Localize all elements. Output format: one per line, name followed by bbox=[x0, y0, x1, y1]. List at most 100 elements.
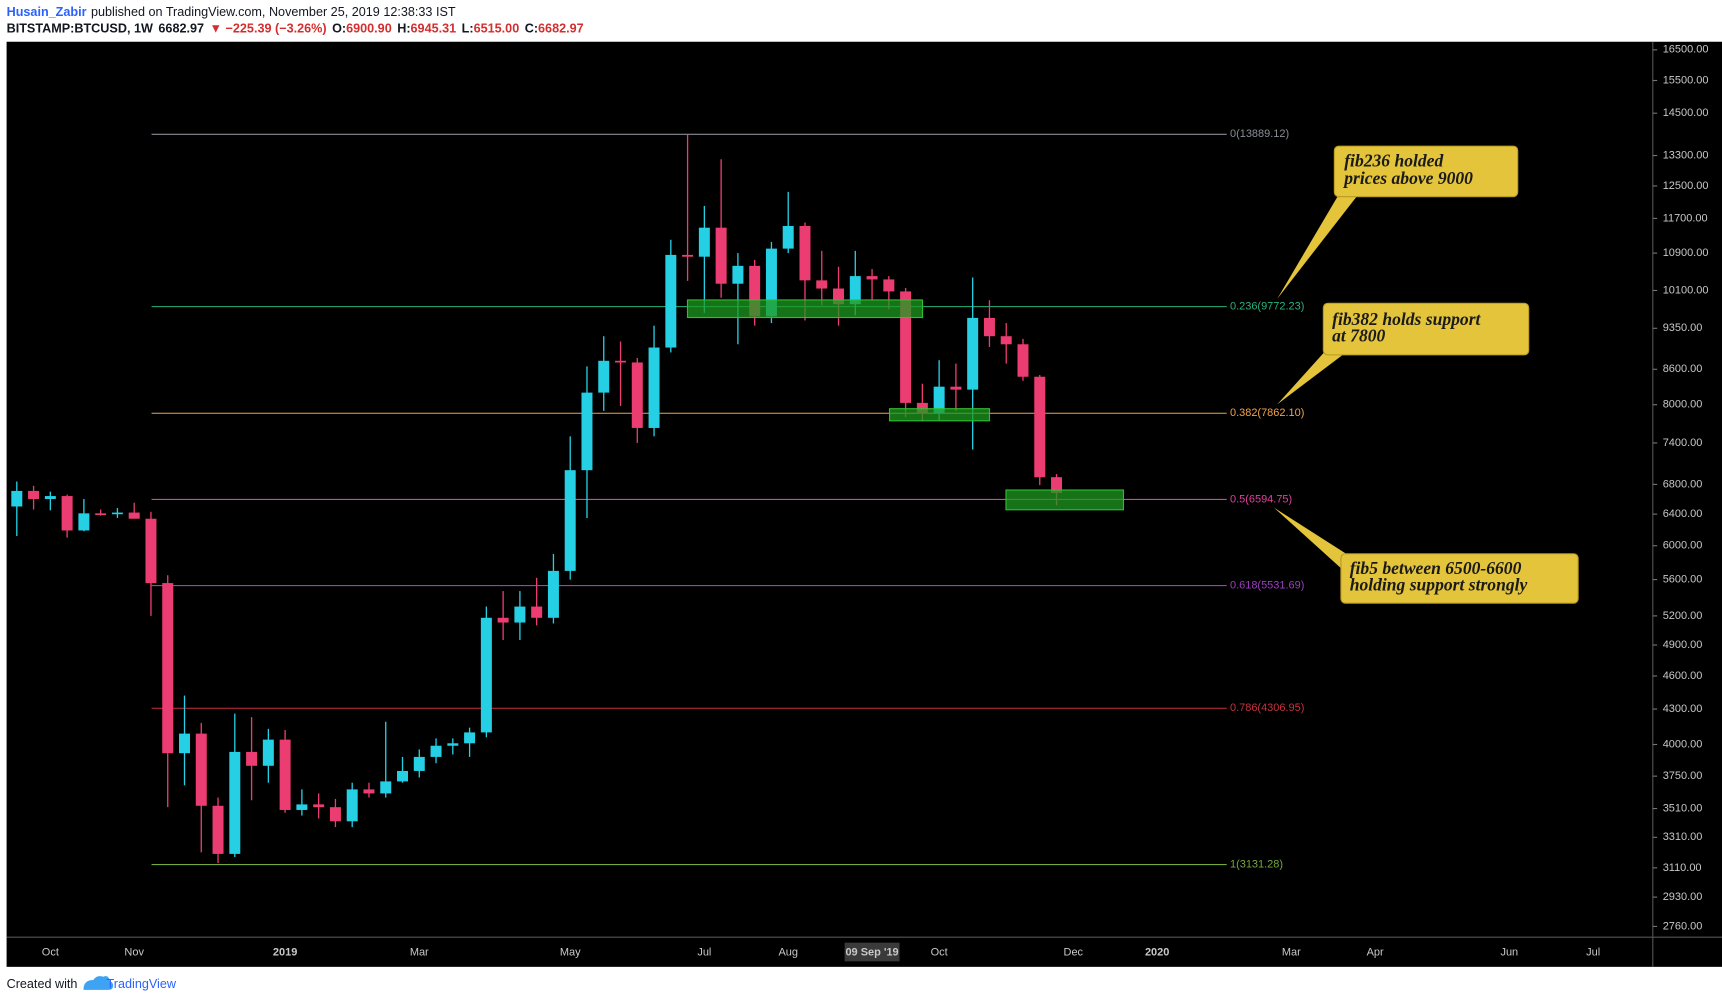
x-tick-label: Mar bbox=[410, 946, 429, 958]
callout-pointer bbox=[1277, 188, 1358, 299]
info-segment: H: bbox=[397, 22, 410, 36]
logo-icon bbox=[83, 976, 114, 990]
y-tick-label: 6400.00 bbox=[1663, 508, 1703, 520]
x-tick-label: Jul bbox=[697, 946, 711, 958]
fib-label: 0.786(4306.95) bbox=[1230, 702, 1304, 714]
support-zones bbox=[686, 299, 1125, 511]
candle-body bbox=[497, 617, 509, 623]
info-segment: 6945.31 bbox=[411, 22, 457, 36]
candle-body bbox=[464, 732, 476, 744]
candle-body bbox=[547, 570, 559, 618]
candle-body bbox=[11, 490, 23, 507]
candle-body bbox=[380, 781, 392, 794]
candle-body bbox=[849, 276, 861, 305]
x-tick-label: Nov bbox=[124, 946, 144, 958]
y-tick-label: 10100.00 bbox=[1663, 284, 1709, 296]
callout-box bbox=[1322, 302, 1530, 356]
candle-body bbox=[363, 789, 375, 794]
candle-body bbox=[246, 751, 258, 766]
candle-body bbox=[782, 225, 794, 249]
y-tick-label: 11700.00 bbox=[1663, 212, 1708, 224]
candle-body bbox=[900, 291, 912, 403]
y-tick-label: 6800.00 bbox=[1663, 478, 1703, 490]
candle-body bbox=[665, 254, 677, 348]
x-tick-label: Jul bbox=[1586, 946, 1600, 958]
candle-body bbox=[698, 227, 710, 257]
candle-body bbox=[883, 279, 895, 292]
info-segment: O: bbox=[332, 22, 346, 36]
callout-pointer bbox=[1273, 507, 1353, 570]
y-tick-label: 15500.00 bbox=[1663, 74, 1709, 86]
candle-body bbox=[916, 402, 928, 414]
candle-body bbox=[195, 733, 207, 806]
callout-box bbox=[1333, 145, 1519, 198]
candle-body bbox=[61, 496, 73, 531]
fib-label: 0.618(5531.69) bbox=[1230, 579, 1304, 591]
candle-body bbox=[346, 789, 358, 822]
support-zone bbox=[1005, 489, 1125, 511]
fib-label: 0.236(9772.23) bbox=[1230, 301, 1304, 313]
info-segment: 6682.97 bbox=[538, 22, 584, 36]
candle-body bbox=[480, 617, 492, 733]
candle-body bbox=[1051, 477, 1063, 493]
candle-body bbox=[933, 386, 945, 414]
candle-body bbox=[145, 518, 157, 584]
y-tick-label: 7400.00 bbox=[1663, 437, 1703, 449]
fib-label: 0(13889.12) bbox=[1230, 128, 1289, 140]
fib-label: 0.382(7862.10) bbox=[1230, 407, 1304, 419]
x-tick-label: 2019 bbox=[273, 946, 297, 958]
y-tick-label: 4600.00 bbox=[1663, 670, 1703, 682]
candle-body bbox=[648, 347, 660, 428]
y-tick-label: 4300.00 bbox=[1663, 703, 1703, 715]
candle-body bbox=[447, 743, 459, 746]
callout-text: fib382 holds support bbox=[1332, 309, 1481, 329]
y-tick-label: 3750.00 bbox=[1663, 770, 1703, 782]
candle-body bbox=[833, 288, 845, 305]
x-tick-label: 09 Sep '19 bbox=[845, 946, 898, 958]
marks: 16500.00 15500.00 14500.00 13300.00 12500.00… bbox=[11, 44, 1708, 962]
candle-body bbox=[313, 804, 325, 808]
y-tick-label: 3310.00 bbox=[1663, 831, 1703, 843]
published: published on TradingView.com, November 2… bbox=[91, 6, 456, 20]
y-tick-label: 8000.00 bbox=[1663, 399, 1703, 411]
y-tick-label: 16500.00 bbox=[1663, 44, 1709, 56]
x-tick-label: Aug bbox=[778, 946, 798, 958]
candle-body bbox=[1034, 376, 1046, 478]
callout-box bbox=[1340, 553, 1579, 604]
y-tick-label: 13300.00 bbox=[1663, 149, 1709, 161]
candle-body bbox=[128, 512, 140, 519]
candle-body bbox=[430, 745, 442, 757]
info-segment: ▼ −225.39 (−3.26%) bbox=[210, 22, 327, 36]
candle-body bbox=[279, 739, 291, 810]
y-tick-label: 14500.00 bbox=[1663, 107, 1709, 119]
y-tick-label: 6000.00 bbox=[1663, 540, 1703, 552]
callout-pointer bbox=[1277, 347, 1345, 405]
candle-body bbox=[581, 392, 593, 471]
info-segment: 6900.90 bbox=[346, 22, 392, 36]
info-segment: 6515.00 bbox=[474, 22, 520, 36]
footer-prefix: Created with bbox=[7, 977, 78, 991]
info-segment: C: bbox=[525, 22, 538, 36]
y-tick-label: 10900.00 bbox=[1663, 247, 1709, 259]
candle-body bbox=[732, 265, 744, 284]
candle-body bbox=[179, 733, 190, 754]
x-tick-label: May bbox=[560, 946, 581, 958]
candle-body bbox=[715, 227, 727, 284]
y-tick-label: 4900.00 bbox=[1663, 639, 1703, 651]
y-tick-label: 3510.00 bbox=[1663, 802, 1703, 814]
candle-body bbox=[162, 583, 174, 754]
candle-body bbox=[967, 317, 979, 390]
candle-body bbox=[866, 276, 878, 280]
y-tick-label: 12500.00 bbox=[1663, 180, 1709, 192]
info-segment: 6682.97 bbox=[158, 22, 204, 36]
candle-body bbox=[564, 470, 576, 571]
candle-body bbox=[514, 606, 526, 623]
info-segment: L: bbox=[462, 22, 474, 36]
candle-body bbox=[950, 386, 962, 390]
candle-body bbox=[329, 807, 341, 822]
candle-body bbox=[598, 360, 610, 393]
candle-body bbox=[682, 254, 694, 257]
callouts: fib236 holded prices above 9000 fib382 h… bbox=[1273, 145, 1579, 604]
